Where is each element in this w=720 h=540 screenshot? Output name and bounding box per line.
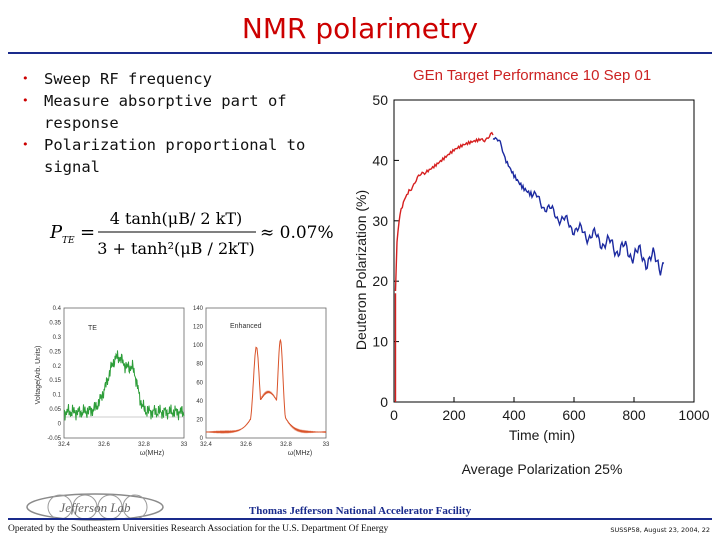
y-tick-label: 0 — [200, 436, 204, 442]
y-tick-label: 0.25 — [49, 349, 61, 355]
formula-lhs: P — [49, 222, 63, 243]
chart-y-axis-label: Deuteron Polarization (%) — [353, 190, 369, 350]
y-tick-label: 140 — [193, 306, 204, 312]
te-plot-label: TE — [88, 325, 97, 332]
polarization-series-line — [492, 136, 665, 276]
polarization-formula: P TE = 4 tanh(μB/ 2 kT) 3 + tanh²(μB / 2… — [49, 209, 334, 258]
polarization-series-line — [394, 131, 494, 292]
bullet-list: • Sweep RF frequency • Measure absorptive … — [22, 68, 342, 178]
bullet-dot-icon: • — [22, 138, 29, 151]
y-tick-label: 0.3 — [53, 335, 62, 341]
chart-series — [394, 131, 665, 402]
x-tick-label: 32.4 — [200, 442, 212, 448]
enhanced-signal-curve — [206, 338, 327, 434]
x-tick-label: 33 — [181, 442, 188, 448]
enhanced-y-ticks: 140 120 100 80 60 40 20 0 — [193, 306, 204, 442]
chart-x-axis-label: Time (min) — [509, 427, 575, 443]
chart-x-tick-label: 400 — [502, 407, 526, 423]
chart-y-tick-label: 30 — [372, 213, 388, 229]
chart-caption: Average Polarization 25% — [462, 461, 623, 477]
enhanced-signal-plot: 140 120 100 80 60 40 20 0 32.4 32.6 32.8 33 Enhanc… — [193, 306, 330, 457]
y-tick-label: 0 — [58, 422, 62, 428]
bullet-dot-icon: • — [22, 94, 29, 107]
chart-x-ticks: 0 200 400 600 800 1000 — [390, 397, 710, 423]
y-tick-label: 0.15 — [49, 378, 61, 384]
bullet-item: • Measure absorptive part of response — [22, 90, 342, 134]
chart-y-tick-label: 0 — [380, 394, 388, 410]
y-tick-label: -0.05 — [47, 436, 61, 442]
bullet-text: Sweep RF frequency — [44, 70, 212, 88]
y-tick-label: 0.1 — [53, 393, 62, 399]
x-tick-label: 32.6 — [240, 442, 252, 448]
y-tick-label: 40 — [196, 399, 203, 405]
te-x-ticks: 32.4 32.6 32.8 33 — [58, 442, 188, 448]
bullet-text: Polarization proportional to signal — [44, 136, 306, 176]
logo-ellipse-icon — [26, 493, 164, 521]
bullet-text: Measure absorptive part of response — [44, 92, 287, 132]
footer-conference-info: SUSSP58, August 23, 2004, 22 — [610, 526, 710, 534]
te-y-ticks: 0.4 0.35 0.3 0.25 0.2 0.15 0.1 0.05 0 -0.05 — [47, 306, 61, 442]
te-plot-frame — [63, 307, 185, 439]
te-signal-plot: Voltage(Arb. Units) 0.4 0.35 0.3 0.25 0.2 0.1… — [35, 306, 188, 457]
footer-divider — [8, 518, 712, 520]
y-tick-label: 60 — [196, 380, 203, 386]
footer-lab-name: Thomas Jefferson National Accelerator Fa… — [248, 505, 472, 517]
bullet-item: • Sweep RF frequency — [22, 68, 342, 90]
slide-title: NMR polarimetry — [241, 12, 479, 45]
chart-y-ticks: 0 10 20 30 40 50 — [372, 92, 399, 410]
y-tick-label: 0.4 — [53, 306, 62, 312]
jefferson-lab-logo: Jefferson Lab — [26, 493, 164, 521]
formula-result: ≈ 0.07% — [260, 223, 334, 243]
title-divider — [8, 52, 712, 54]
enhanced-plot-frame — [205, 307, 327, 439]
x-tick-label: 33 — [323, 442, 330, 448]
te-signal-curve — [63, 350, 185, 421]
y-tick-label: 0.35 — [49, 320, 61, 326]
chart-x-tick-label: 800 — [622, 407, 646, 423]
polarization-chart: GEn Target Performance 10 Sep 01 Deutero… — [353, 67, 710, 477]
x-tick-label: 32.8 — [280, 442, 292, 448]
te-y-axis-label: Voltage(Arb. Units) — [35, 346, 42, 405]
x-tick-label: 32.6 — [98, 442, 110, 448]
y-tick-label: 0.2 — [53, 364, 62, 370]
te-x-axis-label: ω(MHz) — [140, 450, 165, 457]
chart-x-tick-label: 1000 — [678, 407, 709, 423]
chart-y-tick-label: 10 — [372, 334, 388, 350]
logo-text: Jefferson Lab — [59, 500, 131, 515]
bullet-item: • Polarization proportional to signal — [22, 134, 342, 178]
enhanced-x-ticks: 32.4 32.6 32.8 33 — [200, 442, 330, 448]
y-tick-label: 80 — [196, 362, 203, 368]
chart-frame — [393, 99, 695, 403]
x-tick-label: 32.8 — [138, 442, 150, 448]
y-tick-label: 0.05 — [49, 407, 61, 413]
enhanced-plot-label: Enhanced — [230, 323, 262, 330]
y-tick-label: 20 — [196, 417, 203, 423]
y-tick-label: 100 — [193, 343, 204, 349]
formula-numerator: 4 tanh(μB/ 2 kT) — [110, 209, 243, 228]
chart-x-tick-label: 200 — [442, 407, 466, 423]
x-tick-label: 32.4 — [58, 442, 70, 448]
chart-y-tick-label: 50 — [372, 92, 388, 108]
footer-operator-note: Operated by the Southeastern Universitie… — [8, 524, 389, 534]
chart-x-tick-label: 600 — [562, 407, 586, 423]
bullet-dot-icon: • — [22, 72, 29, 85]
formula-denominator: 3 + tanh²(μB / 2kT) — [97, 239, 255, 258]
y-tick-label: 120 — [193, 325, 204, 331]
formula-lhs-subscript: TE — [62, 236, 75, 246]
chart-y-tick-label: 40 — [372, 152, 388, 168]
chart-x-tick-label: 0 — [390, 407, 398, 423]
chart-title: GEn Target Performance 10 Sep 01 — [413, 67, 651, 84]
enhanced-x-axis-label: ω(MHz) — [288, 450, 313, 457]
chart-y-tick-label: 20 — [372, 273, 388, 289]
formula-equals: = — [80, 222, 95, 243]
